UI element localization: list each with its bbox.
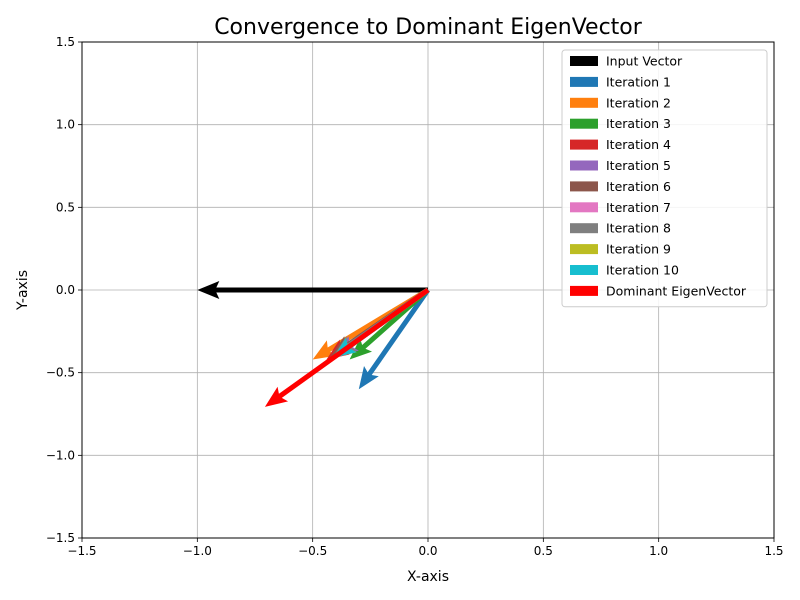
legend-label: Iteration 5 [606, 158, 671, 173]
y-axis-title: Y-axis [15, 270, 31, 311]
chart-title: Convergence to Dominant EigenVector [214, 15, 643, 40]
legend-swatch [570, 139, 598, 150]
legend-label: Iteration 10 [606, 263, 679, 278]
y-tick-label: −0.5 [46, 366, 75, 380]
legend-swatch [570, 160, 598, 171]
vector-input-vector [197, 281, 428, 299]
legend-label: Iteration 4 [606, 137, 671, 152]
x-tick-label: 1.0 [649, 544, 668, 558]
legend-label: Iteration 6 [606, 179, 671, 194]
y-tick-label: −1.0 [46, 448, 75, 462]
legend-swatch [570, 97, 598, 108]
x-tick-label: 0.5 [534, 544, 553, 558]
vector-iteration-1 [358, 288, 431, 390]
y-tick-label: 1.5 [56, 35, 75, 49]
legend-swatch [570, 181, 598, 192]
x-tick-label: −1.5 [67, 544, 96, 558]
legend-box [561, 49, 768, 308]
legend-label: Iteration 8 [606, 221, 671, 236]
legend-swatch [570, 285, 598, 296]
y-tick-label: −1.5 [46, 531, 75, 545]
x-tick-label: −0.5 [298, 544, 327, 558]
legend-swatch [570, 244, 598, 255]
legend-label: Iteration 2 [606, 95, 671, 110]
x-tick-label: 0.0 [418, 544, 437, 558]
legend-swatch [570, 202, 598, 213]
axis-ticks: −1.5 −1.0 −0.5 0.0 0.5 1.0 1.5 −1.5 −1.0 −0.5 0.0 0… [46, 35, 784, 558]
vector-arrows [197, 281, 431, 407]
legend-swatch [570, 56, 598, 66]
legend-label: Iteration 3 [606, 116, 671, 131]
legend-label: Dominant EigenVector [606, 283, 747, 298]
x-tick-label: −1.0 [183, 544, 212, 558]
y-tick-label: 1.0 [56, 118, 75, 132]
legend: Input Vector Iteration 1 Iteration 2 Iterat… [561, 49, 768, 308]
x-tick-label: 1.5 [764, 544, 783, 558]
legend-label: Input Vector [606, 54, 683, 69]
legend-label: Iteration 7 [606, 200, 671, 215]
legend-swatch [570, 223, 598, 234]
legend-label: Iteration 1 [606, 74, 671, 89]
y-tick-label: 0.0 [56, 283, 75, 297]
legend-swatch [570, 265, 598, 275]
vector-dominant-eigenvector [264, 287, 430, 407]
legend-swatch [570, 76, 598, 87]
x-axis-title: X-axis [407, 569, 449, 585]
legend-label: Iteration 9 [606, 242, 671, 257]
y-tick-label: 0.5 [56, 200, 75, 214]
legend-swatch [570, 118, 598, 129]
